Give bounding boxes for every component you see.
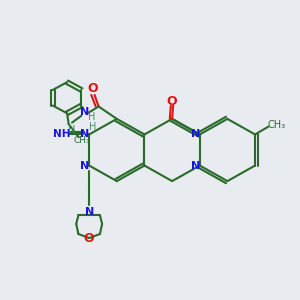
Text: NH: NH (53, 129, 71, 139)
Text: N: N (80, 161, 89, 171)
Text: H: H (68, 125, 76, 135)
Text: N: N (85, 207, 94, 217)
Text: H: H (88, 112, 95, 122)
Text: O: O (87, 82, 98, 95)
Text: H: H (89, 122, 96, 132)
Text: N: N (191, 161, 200, 172)
Text: CH₃: CH₃ (268, 120, 286, 130)
Text: O: O (167, 95, 177, 108)
Text: CH₃: CH₃ (74, 136, 90, 145)
Text: O: O (84, 232, 94, 245)
Text: N: N (80, 129, 89, 139)
Text: N: N (191, 128, 200, 139)
Text: N: N (80, 107, 89, 117)
